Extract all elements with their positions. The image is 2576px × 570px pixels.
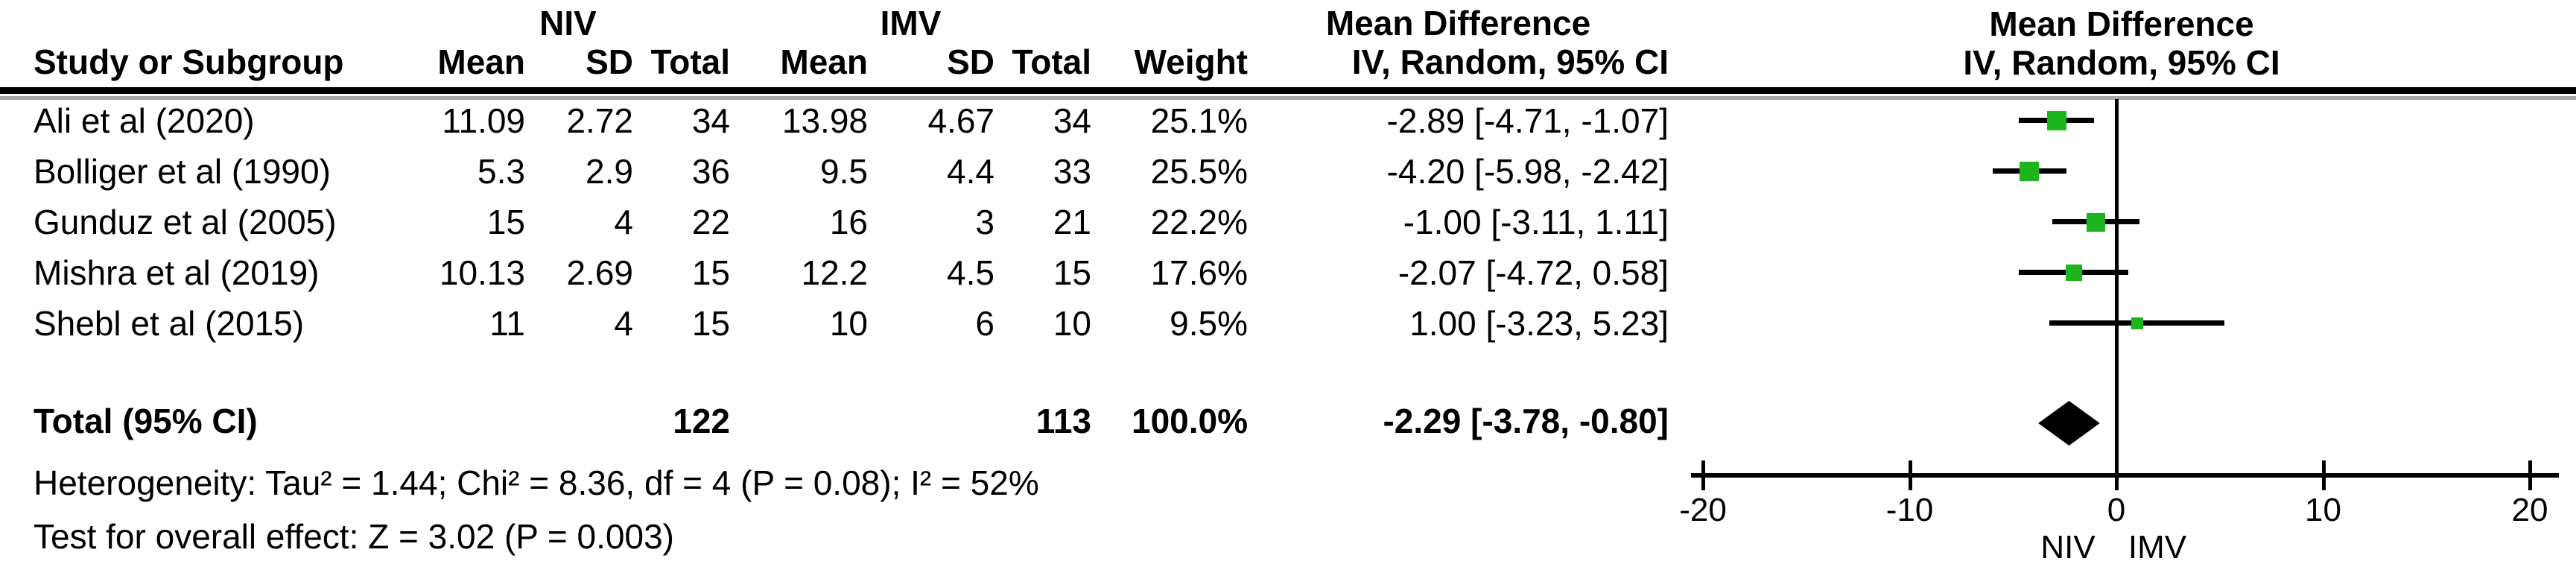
plot-title: Mean Difference [1989,4,2254,43]
plot-method: IV, Random, 95% CI [1963,43,2280,82]
niv-group-header: NIV [539,4,597,42]
imv-sd: 4.4 [947,152,994,191]
niv-total: 36 [691,152,730,191]
mean-difference: -4.20 [-5.98, -2.42] [1386,152,1669,191]
imv-mean: 12.2 [801,253,868,292]
imv-total: 34 [1053,101,1091,140]
table-row: Shebl et al (2015) 11 4 15 10 6 10 9.5% … [34,298,1702,349]
weight: 22.2% [1150,203,1248,241]
heterogeneity-text: Heterogeneity: Tau² = 1.44; Chi² = 8.36,… [34,463,1039,502]
axis-tick-label: 20 [2511,492,2548,528]
axis-tick [2528,460,2532,490]
favours-right-label: IMV [2128,529,2187,566]
study-label: Mishra et al (2019) [34,253,320,292]
axis-tick-label: 10 [2305,492,2341,528]
niv-total: 15 [691,253,730,292]
column-header-row: Study or Subgroup Mean SD Total Mean SD … [34,36,1702,79]
niv-mean: 11.09 [442,101,525,140]
imv-total: 10 [1053,304,1091,343]
total-mean-difference: -2.29 [-3.78, -0.80] [1383,402,1669,440]
table-row: Mishra et al (2019) 10.13 2.69 15 12.2 4… [34,247,1702,298]
imv-group-header: IMV [880,4,942,42]
imv-sd: 3 [975,203,994,241]
imv-sd: 6 [975,304,994,343]
niv-total: 22 [691,203,730,241]
axis-tick-label: -20 [1679,492,1727,528]
imv-mean: 10 [829,304,868,343]
col-header-niv-mean: Mean [437,42,525,81]
niv-sd: 2.69 [566,253,633,292]
niv-sd: 2.72 [566,101,633,140]
total-row: Total (95% CI) 122 113 100.0% -2.29 [-3.… [34,396,1702,446]
niv-mean: 5.3 [478,152,525,191]
col-header-imv-total: Total [1012,42,1091,81]
mean-difference: -1.00 [-3.11, 1.11] [1403,203,1669,241]
col-header-weight: Weight [1134,42,1248,81]
pooled-diamond [2038,401,2100,446]
study-marker [2131,317,2143,329]
zero-reference-line [2115,99,2119,475]
table-row: Ali et al (2020) 11.09 2.72 34 13.98 4.6… [34,95,1702,146]
header-rule [0,87,2576,94]
niv-mean: 11 [489,304,525,343]
x-axis [1691,473,2559,478]
total-label: Total (95% CI) [34,402,258,440]
total-weight: 100.0% [1131,402,1248,440]
weight: 17.6% [1150,253,1248,292]
axis-tick [2321,460,2326,490]
table-row: Bolliger et al (1990) 5.3 2.9 36 9.5 4.4… [34,146,1702,197]
weight: 25.1% [1150,101,1248,140]
imv-mean: 13.98 [781,101,868,140]
niv-total: 15 [691,304,730,343]
axis-tick-label: 0 [2107,492,2126,528]
study-marker [2046,111,2066,130]
niv-sd: 4 [614,304,633,343]
imv-total: 33 [1053,152,1091,191]
study-label: Bolliger et al (1990) [34,152,331,191]
weight: 9.5% [1170,304,1248,343]
study-label: Gunduz et al (2005) [34,203,337,241]
mean-difference: -2.07 [-4.72, 0.58] [1398,253,1669,292]
axis-tick [2115,460,2119,490]
weight: 25.5% [1150,152,1248,191]
plot-header: Mean Difference IV, Random, 95% CI [1861,4,2382,82]
total-niv-n: 122 [673,402,730,440]
col-header-study: Study or Subgroup [34,42,344,81]
niv-mean: 15 [486,203,525,241]
col-header-md-method: IV, Random, 95% CI [1351,42,1669,81]
niv-mean: 10.13 [439,253,525,292]
col-header-imv-mean: Mean [780,42,868,81]
header-rule-shadow [0,96,2576,100]
study-marker [2086,212,2105,232]
niv-sd: 4 [614,203,633,241]
col-header-niv-total: Total [650,42,730,81]
imv-mean: 16 [829,203,868,241]
overall-effect-text: Test for overall effect: Z = 3.02 (P = 0… [34,517,674,556]
study-label: Shebl et al (2015) [34,304,305,343]
col-header-imv-sd: SD [947,42,994,81]
niv-total: 34 [691,101,730,140]
study-label: Ali et al (2020) [34,101,255,140]
niv-sd: 2.9 [586,152,633,191]
axis-tick [1908,460,1912,490]
imv-sd: 4.5 [947,253,994,292]
table-row: Gunduz et al (2005) 15 4 22 16 3 21 22.2… [34,197,1702,247]
imv-mean: 9.5 [820,152,868,191]
study-marker [2020,162,2040,181]
md-column-title: Mean Difference [1325,4,1591,42]
imv-total: 21 [1053,203,1091,241]
study-marker [2065,265,2082,281]
mean-difference: -2.89 [-4.71, -1.07] [1386,101,1669,140]
imv-sd: 4.67 [927,101,994,140]
favours-left-label: NIV [2040,529,2096,566]
axis-tick [1701,460,1705,490]
mean-difference: 1.00 [-3.23, 5.23] [1409,304,1669,343]
col-header-niv-sd: SD [586,42,633,81]
axis-tick-label: -10 [1885,492,1934,528]
imv-total: 15 [1053,253,1091,292]
total-imv-n: 113 [1035,402,1091,440]
